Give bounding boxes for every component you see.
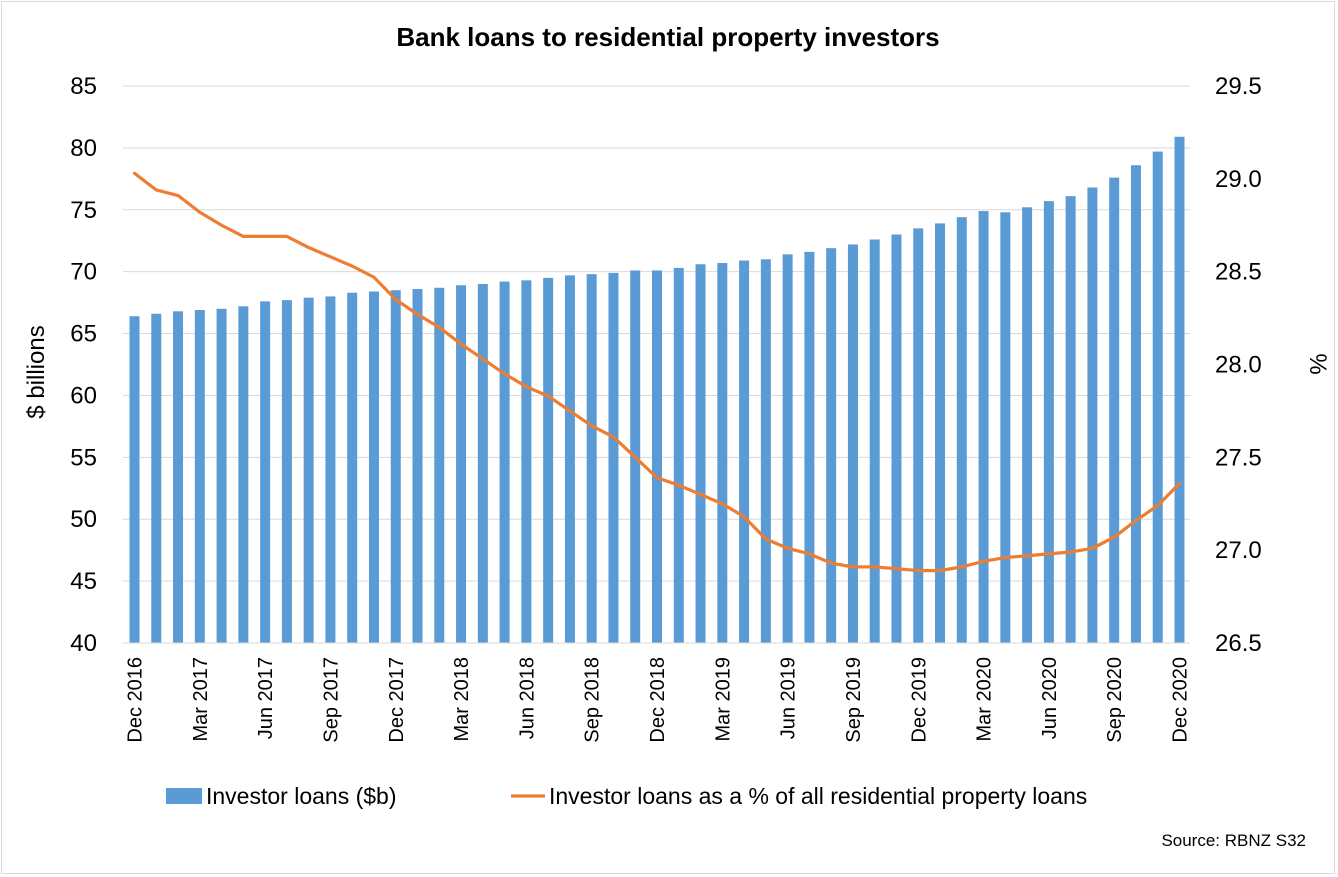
bar bbox=[869, 239, 880, 644]
bar bbox=[586, 274, 597, 643]
y-left-tick-label: 45 bbox=[70, 568, 97, 595]
x-tick-label: Dec 2018 bbox=[647, 657, 669, 743]
x-axis: Dec 2016 Mar 2017 Jun 2017 Sep 2017 Dec 2017… bbox=[123, 642, 1192, 743]
x-tick-label: Dec 2016 bbox=[125, 657, 147, 743]
y-left-tick-label: 40 bbox=[70, 630, 97, 657]
legend-label-line: Investor loans as a % of all residential… bbox=[549, 783, 1087, 809]
bar bbox=[608, 272, 619, 643]
y-right-tick-label: 29.0 bbox=[1215, 166, 1262, 193]
y-axis-right: 26.5 27.0 27.5 28.0 28.5 29.0 29.5 bbox=[1215, 73, 1262, 657]
bar bbox=[1152, 151, 1163, 643]
bar bbox=[739, 260, 750, 643]
line-series-investor-share bbox=[132, 171, 1182, 573]
y-left-tick-label: 80 bbox=[70, 135, 97, 162]
x-tick-label: Dec 2017 bbox=[386, 657, 408, 743]
line-investor-share bbox=[132, 171, 1182, 573]
bar bbox=[347, 292, 358, 643]
y-left-tick-label: 75 bbox=[70, 197, 97, 224]
x-tick-label: Jun 2019 bbox=[778, 657, 800, 739]
bar bbox=[368, 291, 379, 643]
bar bbox=[935, 223, 946, 643]
y-left-tick-label: 55 bbox=[70, 444, 97, 471]
bar bbox=[1174, 136, 1185, 643]
bar bbox=[717, 263, 728, 643]
legend-swatch-bars bbox=[166, 788, 202, 804]
bar bbox=[151, 313, 162, 643]
legend: Investor loans ($b) Investor loans as a … bbox=[166, 783, 1087, 809]
y-right-tick-label: 29.5 bbox=[1215, 73, 1262, 100]
y-right-tick-label: 27.0 bbox=[1215, 537, 1262, 564]
bar bbox=[303, 297, 314, 643]
bar bbox=[260, 301, 271, 643]
bar bbox=[390, 290, 401, 643]
y-left-tick-label: 85 bbox=[70, 73, 97, 100]
bar bbox=[325, 296, 336, 643]
x-tick-label: Mar 2018 bbox=[451, 657, 473, 742]
y-right-tick-label: 28.5 bbox=[1215, 259, 1262, 286]
legend-label-bars: Investor loans ($b) bbox=[206, 783, 396, 809]
x-tick-label: Jun 2020 bbox=[1039, 657, 1061, 739]
bar bbox=[826, 248, 837, 643]
y-right-tick-label: 26.5 bbox=[1215, 630, 1262, 657]
bar-series-investor-loans bbox=[129, 136, 1185, 644]
bar bbox=[129, 316, 140, 643]
bar bbox=[499, 281, 510, 643]
bar bbox=[652, 270, 662, 643]
bar bbox=[673, 267, 684, 643]
y-right-tick-label: 28.0 bbox=[1215, 352, 1262, 379]
chart-title: Bank loans to residential property inves… bbox=[396, 22, 939, 52]
bar bbox=[913, 228, 924, 643]
x-tick-label: Jun 2017 bbox=[255, 657, 277, 739]
bar bbox=[173, 311, 184, 643]
x-tick-label: Dec 2020 bbox=[1170, 657, 1192, 743]
bar bbox=[891, 234, 902, 643]
bar bbox=[804, 251, 815, 644]
bar bbox=[956, 217, 967, 643]
x-tick-label: Dec 2019 bbox=[908, 657, 930, 743]
bar bbox=[1065, 196, 1076, 643]
bar bbox=[695, 264, 706, 643]
x-tick-label: Sep 2019 bbox=[843, 657, 865, 743]
bar bbox=[216, 308, 227, 643]
bar bbox=[1130, 165, 1141, 643]
bar bbox=[194, 310, 205, 643]
y-left-tick-label: 60 bbox=[70, 382, 97, 409]
bar bbox=[521, 280, 532, 643]
bar bbox=[281, 300, 292, 643]
bar bbox=[847, 244, 858, 643]
bar bbox=[782, 254, 793, 643]
bar bbox=[1022, 207, 1033, 644]
source-note: Source: RBNZ S32 bbox=[1161, 831, 1306, 850]
y-right-tick-label: 27.5 bbox=[1215, 444, 1262, 471]
x-tick-label: Mar 2017 bbox=[190, 657, 212, 742]
y-axis-left-title: $ billions bbox=[23, 325, 50, 418]
y-axis-left: 40 45 50 55 60 65 70 75 80 85 bbox=[70, 73, 97, 657]
x-tick-label: Sep 2018 bbox=[582, 657, 604, 743]
y-axis-right-title: % bbox=[1304, 353, 1331, 374]
bar bbox=[543, 277, 554, 643]
bar bbox=[238, 306, 249, 643]
y-left-tick-label: 50 bbox=[70, 506, 97, 533]
bar bbox=[564, 275, 575, 643]
bar bbox=[1000, 212, 1011, 643]
y-left-tick-label: 70 bbox=[70, 259, 97, 286]
x-tick-label: Mar 2020 bbox=[974, 657, 996, 742]
bar bbox=[456, 285, 467, 643]
bar bbox=[1043, 201, 1054, 644]
x-tick-label: Mar 2019 bbox=[712, 657, 734, 742]
x-tick-label: Sep 2020 bbox=[1104, 657, 1126, 743]
bar bbox=[760, 259, 771, 643]
y-left-tick-label: 65 bbox=[70, 321, 97, 348]
bar bbox=[1087, 187, 1098, 643]
x-tick-label: Jun 2018 bbox=[516, 657, 538, 739]
bar bbox=[412, 289, 423, 643]
bar bbox=[1109, 177, 1120, 643]
bar bbox=[978, 211, 989, 643]
x-tick-label: Sep 2017 bbox=[320, 657, 342, 743]
bar bbox=[434, 287, 445, 643]
bar bbox=[477, 284, 488, 643]
